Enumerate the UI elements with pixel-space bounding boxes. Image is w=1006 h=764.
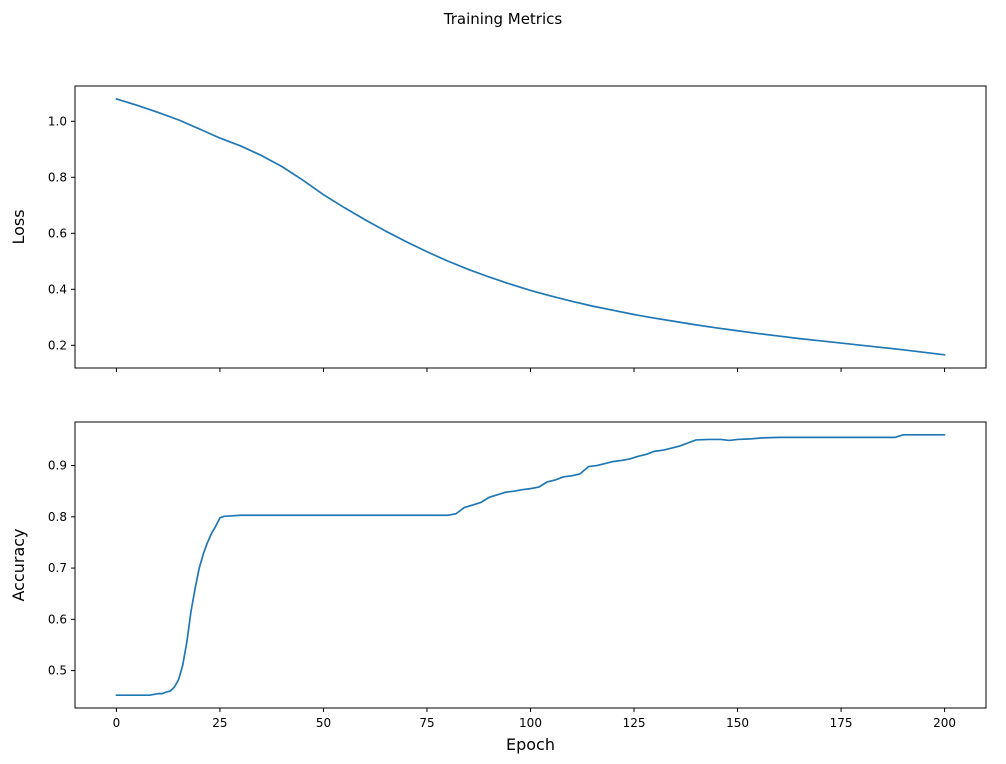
y-tick-label: 0.6	[48, 226, 67, 240]
x-tick-label: 0	[113, 716, 121, 730]
x-tick-label: 50	[316, 716, 331, 730]
x-axis-label: Epoch	[506, 735, 555, 754]
y-tick-label: 0.9	[48, 459, 67, 473]
x-tick-label: 125	[623, 716, 646, 730]
figure-title: Training Metrics	[443, 10, 563, 28]
axes-frame	[74, 85, 987, 369]
axes-frame	[74, 421, 987, 709]
y-tick-label: 0.7	[48, 561, 67, 575]
y-tick-label: 0.5	[48, 664, 67, 678]
y-tick-label: 0.6	[48, 612, 67, 626]
y-tick-label: 1.0	[48, 114, 67, 128]
x-tick-label: 200	[933, 716, 956, 730]
y-tick-label: 0.8	[48, 510, 67, 524]
x-tick-label: 150	[726, 716, 749, 730]
y-axis-label: Accuracy	[9, 528, 28, 601]
x-tick-label: 25	[212, 716, 227, 730]
loss-subplot: 0.2 0.4 0.6 0.8 1.0 Loss	[9, 85, 987, 372]
y-axis-label: Loss	[9, 209, 28, 244]
loss-line	[115, 98, 946, 356]
accuracy-subplot: 0 25 50 75 100 125 150 175 200 0.5 0.6 0.7 0.8 0.9 Acc…	[9, 421, 987, 754]
x-tick-label: 175	[830, 716, 853, 730]
x-tick-label: 75	[419, 716, 434, 730]
accuracy-line	[115, 433, 946, 697]
x-tick-label: 100	[519, 716, 542, 730]
y-tick-label: 0.4	[48, 282, 67, 296]
y-tick-label: 0.8	[48, 170, 67, 184]
y-tick-label: 0.2	[48, 338, 67, 352]
